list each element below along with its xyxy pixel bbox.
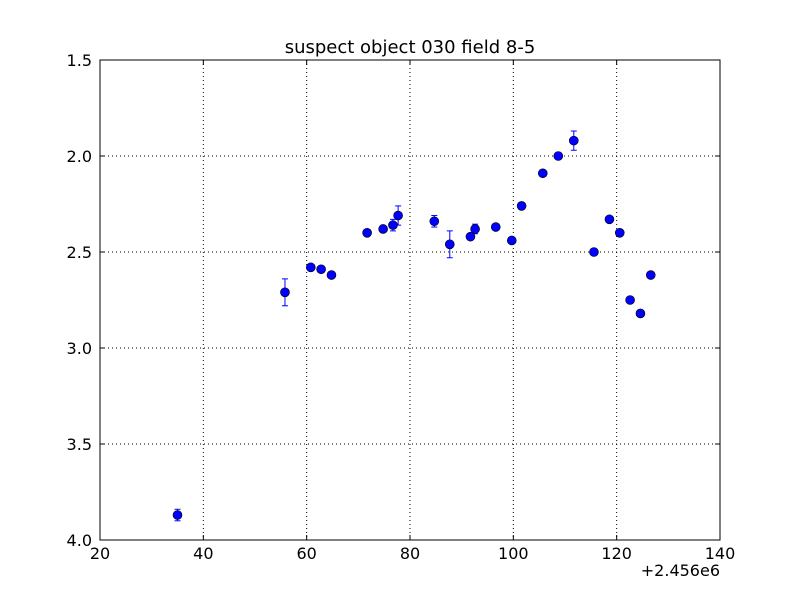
y-tick-label: 3.5 bbox=[67, 435, 92, 454]
x-tick-label: 60 bbox=[296, 544, 316, 563]
data-point bbox=[568, 135, 579, 146]
data-point bbox=[516, 201, 527, 211]
data-point bbox=[490, 222, 501, 232]
data-point bbox=[362, 228, 372, 238]
data-point bbox=[429, 216, 440, 227]
x-tick-label: 100 bbox=[498, 544, 529, 563]
chart-title: suspect object 030 field 8-5 bbox=[285, 37, 536, 58]
data-point bbox=[506, 235, 517, 246]
data-point bbox=[645, 270, 656, 280]
data-point bbox=[378, 224, 388, 234]
data-point bbox=[388, 220, 398, 230]
y-tick-label: 1.5 bbox=[67, 51, 92, 70]
x-tick-label: 80 bbox=[400, 544, 420, 563]
data-point bbox=[625, 295, 635, 305]
data-point bbox=[537, 168, 548, 179]
data-point bbox=[444, 239, 455, 250]
data-point bbox=[553, 151, 564, 161]
data-point bbox=[326, 270, 337, 280]
data-point bbox=[465, 231, 476, 242]
data-point bbox=[316, 264, 326, 275]
y-tick-label: 4.0 bbox=[67, 531, 92, 550]
x-offset-label: +2.456e6 bbox=[641, 561, 720, 580]
y-tick-label: 2.0 bbox=[67, 147, 92, 166]
tick-layer bbox=[99, 59, 721, 541]
x-tick-label: 120 bbox=[601, 544, 632, 563]
data-point bbox=[470, 224, 480, 234]
x-tick-label: 40 bbox=[193, 544, 213, 563]
y-tick-label: 2.5 bbox=[67, 243, 92, 262]
data-point bbox=[172, 510, 183, 520]
x-tick-label: 20 bbox=[90, 544, 110, 563]
data-point bbox=[305, 262, 316, 273]
data-point bbox=[589, 247, 599, 257]
tick-label-layer: 20 40 60 80 100 120 140 1.5 2.0 2.5 3.0 3.5 4.0 bbox=[67, 51, 736, 563]
data-point bbox=[635, 308, 646, 319]
y-tick-label: 3.0 bbox=[67, 339, 92, 358]
data-point bbox=[393, 210, 403, 221]
data-point bbox=[614, 228, 625, 238]
x-tick-label: 140 bbox=[705, 544, 736, 563]
marker-layer bbox=[172, 135, 656, 520]
data-point bbox=[604, 214, 615, 225]
data-point bbox=[280, 287, 290, 298]
